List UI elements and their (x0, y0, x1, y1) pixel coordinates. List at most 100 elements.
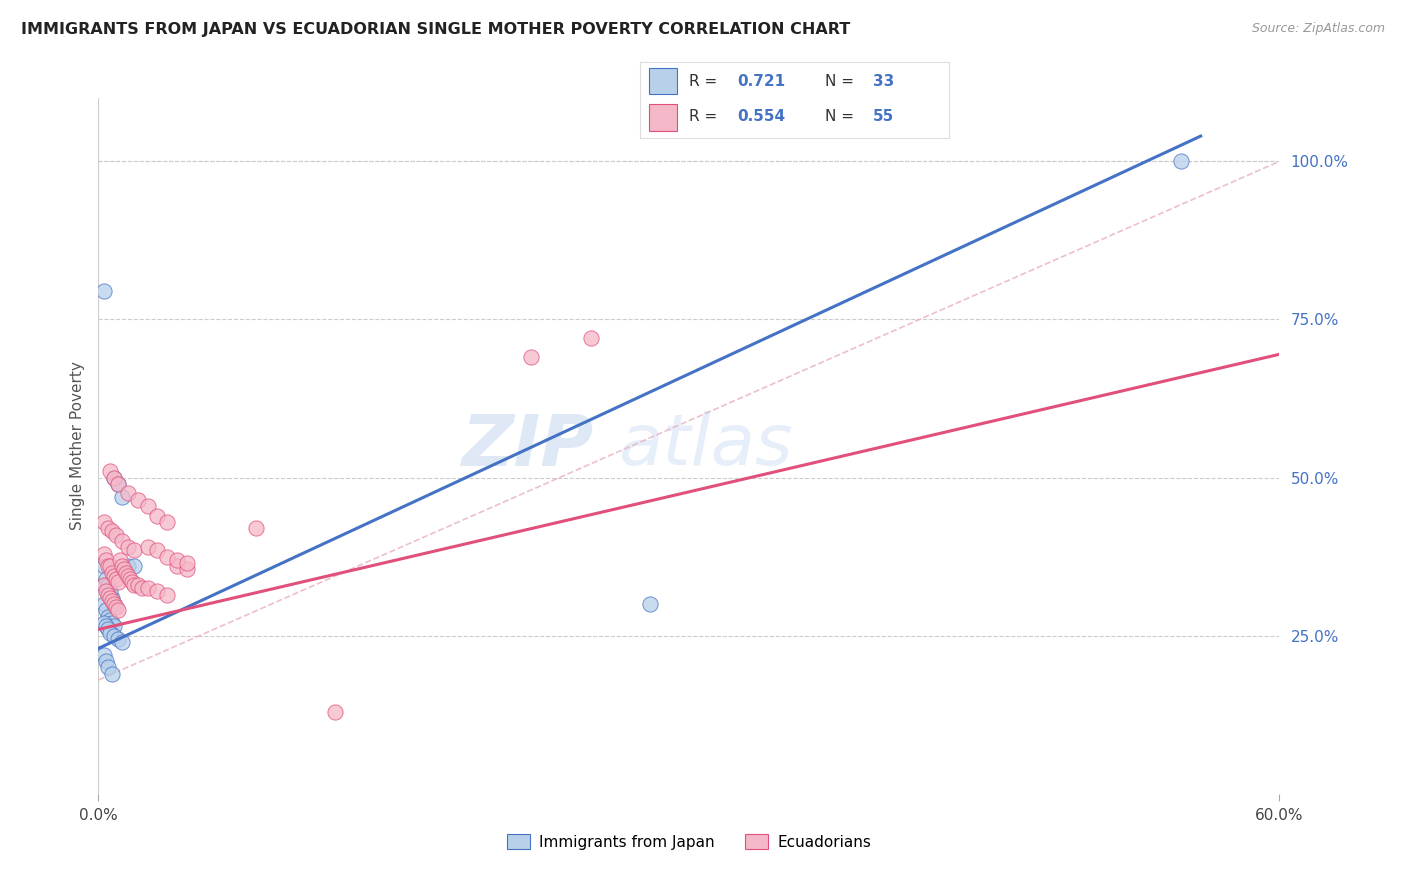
Point (93, 547, 115, 561)
Text: R =: R = (689, 109, 723, 124)
Text: N =: N = (825, 109, 859, 124)
Point (131, 582, 153, 596)
Point (166, 553, 188, 567)
Point (103, 619, 125, 633)
Point (107, 603, 129, 617)
Point (111, 635, 134, 649)
Point (98, 625, 121, 640)
Point (98, 464, 121, 478)
Point (105, 572, 128, 586)
Point (97, 623, 120, 637)
Text: 0.721: 0.721 (737, 73, 786, 88)
Point (117, 568, 139, 582)
Point (323, 705, 346, 719)
Point (520, 351, 543, 365)
Point (105, 527, 128, 541)
Point (103, 597, 125, 611)
Point (103, 597, 125, 611)
Point (176, 562, 198, 576)
Point (136, 582, 159, 596)
Point (96, 619, 118, 633)
Point (107, 477, 129, 491)
Point (245, 521, 267, 535)
Point (103, 629, 125, 643)
Point (103, 470, 125, 484)
Point (101, 594, 124, 608)
Point (117, 486, 139, 500)
Point (96, 553, 118, 567)
Point (122, 559, 145, 574)
Point (96, 572, 118, 586)
Point (97, 521, 120, 535)
Point (105, 600, 128, 615)
Point (97, 584, 120, 599)
Y-axis label: Single Mother Poverty: Single Mother Poverty (69, 361, 84, 531)
Point (146, 584, 169, 599)
Point (97, 609, 120, 624)
Point (108, 553, 131, 567)
Point (101, 666, 124, 681)
Point (122, 578, 145, 592)
Text: 0.554: 0.554 (737, 109, 786, 124)
Point (97, 588, 120, 602)
Point (97, 578, 120, 592)
Point (146, 543, 169, 558)
Point (93, 648, 115, 662)
Point (97, 559, 120, 574)
Point (166, 559, 188, 574)
Text: R =: R = (689, 73, 723, 88)
Point (1170, 154, 1192, 169)
Point (146, 508, 169, 523)
Point (93, 578, 115, 592)
Point (111, 559, 134, 574)
Point (111, 490, 134, 504)
Text: 55: 55 (873, 109, 894, 124)
Point (101, 616, 124, 631)
Point (107, 574, 129, 589)
Point (122, 543, 145, 558)
Text: atlas: atlas (619, 411, 793, 481)
Point (136, 540, 159, 554)
Point (156, 515, 179, 529)
Point (97, 660, 120, 674)
Point (127, 492, 149, 507)
Point (93, 578, 115, 592)
Point (101, 524, 124, 539)
Point (96, 654, 118, 668)
Point (101, 591, 124, 605)
Point (93, 616, 115, 631)
Point (93, 559, 115, 574)
Point (107, 477, 129, 491)
Point (176, 556, 198, 570)
Text: IMMIGRANTS FROM JAPAN VS ECUADORIAN SINGLE MOTHER POVERTY CORRELATION CHART: IMMIGRANTS FROM JAPAN VS ECUADORIAN SING… (21, 22, 851, 37)
Point (638, 597, 661, 611)
Point (103, 568, 125, 582)
Point (93, 515, 115, 529)
Point (136, 499, 159, 513)
Point (96, 584, 118, 599)
Point (118, 572, 141, 586)
Point (111, 533, 134, 548)
Text: 33: 33 (873, 73, 894, 88)
Point (127, 578, 149, 592)
Point (117, 559, 139, 574)
Point (121, 574, 143, 589)
Legend: Immigrants from Japan, Ecuadorians: Immigrants from Japan, Ecuadorians (501, 828, 877, 855)
Point (103, 470, 125, 484)
Point (579, 331, 602, 345)
Point (101, 566, 124, 580)
Text: ZIP: ZIP (463, 411, 595, 481)
Point (98, 559, 121, 574)
Point (93, 284, 115, 298)
Point (115, 566, 138, 580)
Point (98, 591, 121, 605)
Point (112, 562, 135, 576)
Text: N =: N = (825, 73, 859, 88)
Point (117, 540, 139, 554)
Point (156, 549, 179, 564)
Point (156, 588, 179, 602)
Point (98, 613, 121, 627)
Point (93, 597, 115, 611)
Point (107, 632, 129, 646)
Text: Source: ZipAtlas.com: Source: ZipAtlas.com (1251, 22, 1385, 36)
